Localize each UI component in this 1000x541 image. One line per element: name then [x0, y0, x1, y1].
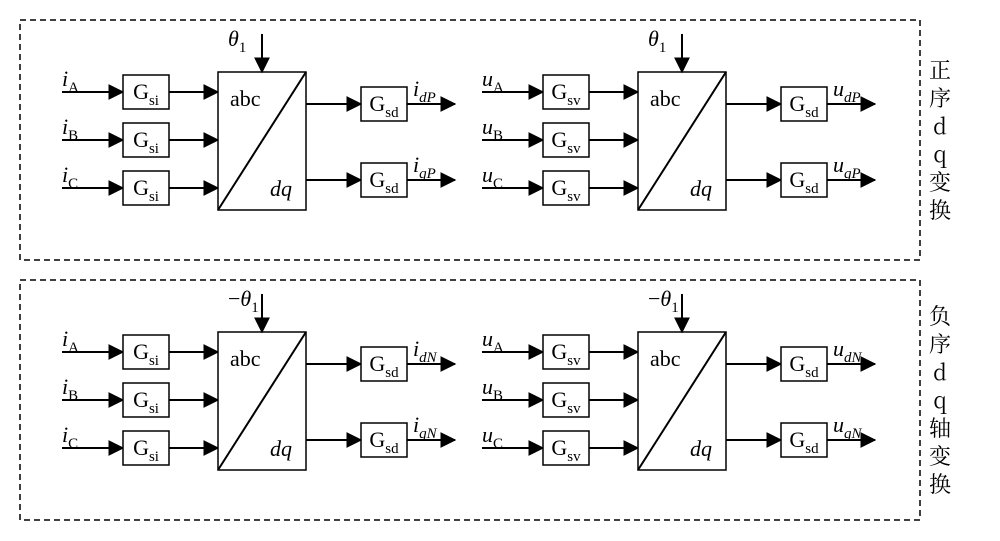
svg-text:q: q — [933, 138, 947, 169]
svg-text:换: 换 — [929, 194, 951, 225]
svg-text:d: d — [933, 110, 947, 141]
svg-text:dq: dq — [690, 176, 712, 201]
svg-text:abc: abc — [650, 346, 681, 371]
svg-text:d: d — [933, 356, 947, 387]
svg-text:dq: dq — [690, 436, 712, 461]
svg-text:dq: dq — [270, 176, 292, 201]
svg-text:dq: dq — [270, 436, 292, 461]
svg-text:换: 换 — [929, 468, 951, 499]
svg-text:abc: abc — [650, 86, 681, 111]
svg-text:变: 变 — [929, 440, 951, 471]
svg-text:轴: 轴 — [929, 412, 951, 443]
svg-text:负: 负 — [929, 300, 951, 331]
svg-text:序: 序 — [929, 328, 951, 359]
svg-text:正: 正 — [929, 54, 951, 85]
block-diagram: iAGsiiBGsiiCGsiabcdqθ1GsdidPGsdiqPuAGsvu… — [10, 10, 990, 531]
svg-text:abc: abc — [230, 346, 261, 371]
svg-text:序: 序 — [929, 82, 951, 113]
svg-text:变: 变 — [929, 166, 951, 197]
svg-text:q: q — [933, 384, 947, 415]
svg-text:abc: abc — [230, 86, 261, 111]
